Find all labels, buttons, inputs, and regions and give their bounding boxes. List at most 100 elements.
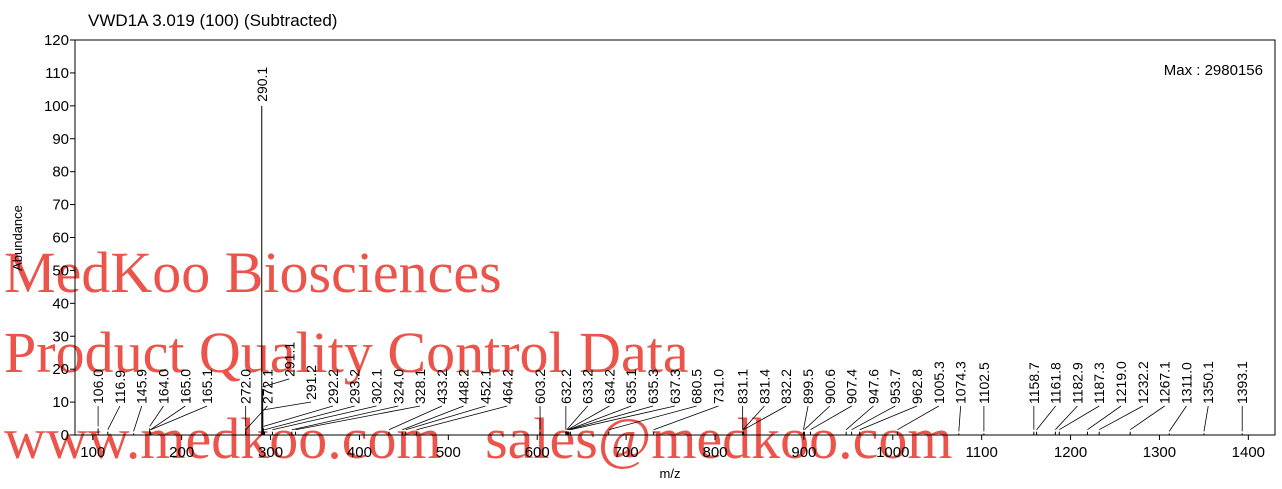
peak-label: 1350.1	[1200, 361, 1216, 404]
peak-label: 145.9	[134, 369, 150, 404]
x-tick-label: 1300	[1143, 444, 1176, 461]
y-tick-label: 120	[44, 32, 69, 49]
leader-line	[1055, 405, 1078, 430]
peak-label: 291.1	[281, 342, 297, 377]
x-tick-label: 600	[525, 444, 550, 461]
peak-label: 633.2	[580, 369, 596, 404]
y-axis-label: Abundance	[10, 205, 25, 271]
peak-label: 962.8	[909, 369, 925, 404]
x-tick-label: 1100	[966, 444, 998, 461]
peak-label: 680.5	[689, 369, 705, 404]
leader-line	[567, 405, 610, 431]
peak-label: 731.0	[710, 369, 726, 404]
leader-line	[416, 405, 508, 431]
peak-label: 832.2	[778, 369, 794, 404]
leader-line	[568, 405, 632, 431]
x-tick-label: 200	[169, 444, 194, 461]
y-tick-label: 10	[52, 394, 69, 411]
leader-line	[1087, 405, 1122, 431]
leader-line	[150, 405, 208, 431]
y-tick-label: 30	[52, 328, 69, 345]
peak-label: 831.4	[756, 369, 772, 404]
x-tick-label: 100	[80, 444, 105, 461]
x-tick-label: 700	[614, 444, 639, 461]
leader-line	[263, 405, 333, 427]
x-axis-label: m/z	[660, 466, 681, 481]
chart-title: VWD1A 3.019 (100) (Subtracted)	[88, 11, 337, 30]
x-tick-label: 800	[702, 444, 727, 461]
peak-label: 324.0	[390, 369, 406, 404]
watermark: www.medkoo.com sales@medkoo.com	[4, 406, 952, 471]
peak-label: 272.0	[238, 369, 254, 404]
y-tick-label: 40	[52, 295, 69, 312]
leader-line	[743, 405, 787, 431]
leader-line	[810, 405, 852, 431]
y-tick-label: 0	[61, 427, 69, 444]
max-annotation: Max : 2980156	[1164, 62, 1263, 79]
leader-line	[897, 405, 940, 431]
leader-line	[402, 405, 464, 431]
leader-line	[566, 405, 588, 430]
peak-label: 464.2	[499, 369, 515, 404]
leader-line	[291, 405, 399, 431]
leader-line	[149, 405, 164, 427]
leader-line	[570, 405, 675, 431]
peak-label: 1267.1	[1157, 361, 1173, 404]
leader-line	[1036, 405, 1056, 430]
peak-label: 302.1	[368, 369, 384, 404]
leader-line	[405, 405, 486, 431]
peak-label: 635.3	[645, 369, 661, 404]
x-tick-label: 500	[436, 444, 461, 461]
leader-line	[150, 405, 186, 431]
y-tick-label: 60	[52, 230, 69, 247]
peak-label: 433.2	[434, 369, 450, 404]
peak-label: 1232.2	[1135, 361, 1151, 404]
leader-line	[262, 401, 312, 411]
x-tick-label: 1000	[876, 444, 909, 461]
peak-label: 1311.0	[1178, 362, 1194, 404]
leader-line	[804, 405, 831, 431]
leader-line	[133, 405, 143, 432]
y-tick-label: 50	[52, 262, 69, 279]
leader-line	[859, 405, 918, 431]
leader-line	[608, 405, 697, 431]
peak-label: 452.1	[477, 369, 493, 404]
x-tick-label: 400	[347, 444, 372, 461]
x-tick-label: 900	[791, 444, 816, 461]
leader-line	[272, 405, 377, 431]
leader-line	[388, 405, 443, 431]
peak-label: 1187.3	[1091, 362, 1107, 404]
x-tick-label: 1400	[1232, 444, 1265, 461]
y-tick-label: 110	[45, 65, 69, 82]
y-tick-label: 90	[52, 131, 69, 148]
peak-label: 291.2	[303, 365, 319, 400]
leader-line	[742, 405, 765, 430]
peak-label: 637.3	[667, 369, 683, 404]
peak-label: 116.9	[112, 370, 128, 404]
peak-label: 165.1	[199, 369, 215, 404]
peak-label: 1074.3	[953, 361, 969, 404]
leader-line	[107, 405, 121, 430]
y-tick-label: 20	[52, 361, 69, 378]
leader-line	[851, 405, 896, 431]
peak-label: 900.6	[822, 369, 838, 404]
leader-line	[264, 405, 355, 431]
peak-label: 1161.8	[1048, 362, 1064, 404]
leader-line	[1098, 405, 1144, 431]
x-tick-label: 1200	[1054, 444, 1087, 461]
leader-line	[1168, 405, 1187, 432]
peak-label: 1393.1	[1234, 361, 1250, 404]
leader-line	[958, 405, 962, 432]
leader-line	[1203, 405, 1209, 432]
leader-line	[568, 405, 654, 431]
peak-label: 953.7	[887, 369, 903, 404]
peak-label: 448.2	[456, 369, 472, 404]
peak-label: 1102.5	[976, 362, 992, 404]
peak-label: 164.0	[156, 369, 172, 404]
peak-label: 328.1	[412, 369, 428, 404]
leader-line	[1129, 405, 1165, 431]
peak-label: 947.6	[865, 369, 881, 404]
peak-label: 165.0	[177, 369, 193, 404]
peak-label: 632.2	[558, 369, 574, 404]
